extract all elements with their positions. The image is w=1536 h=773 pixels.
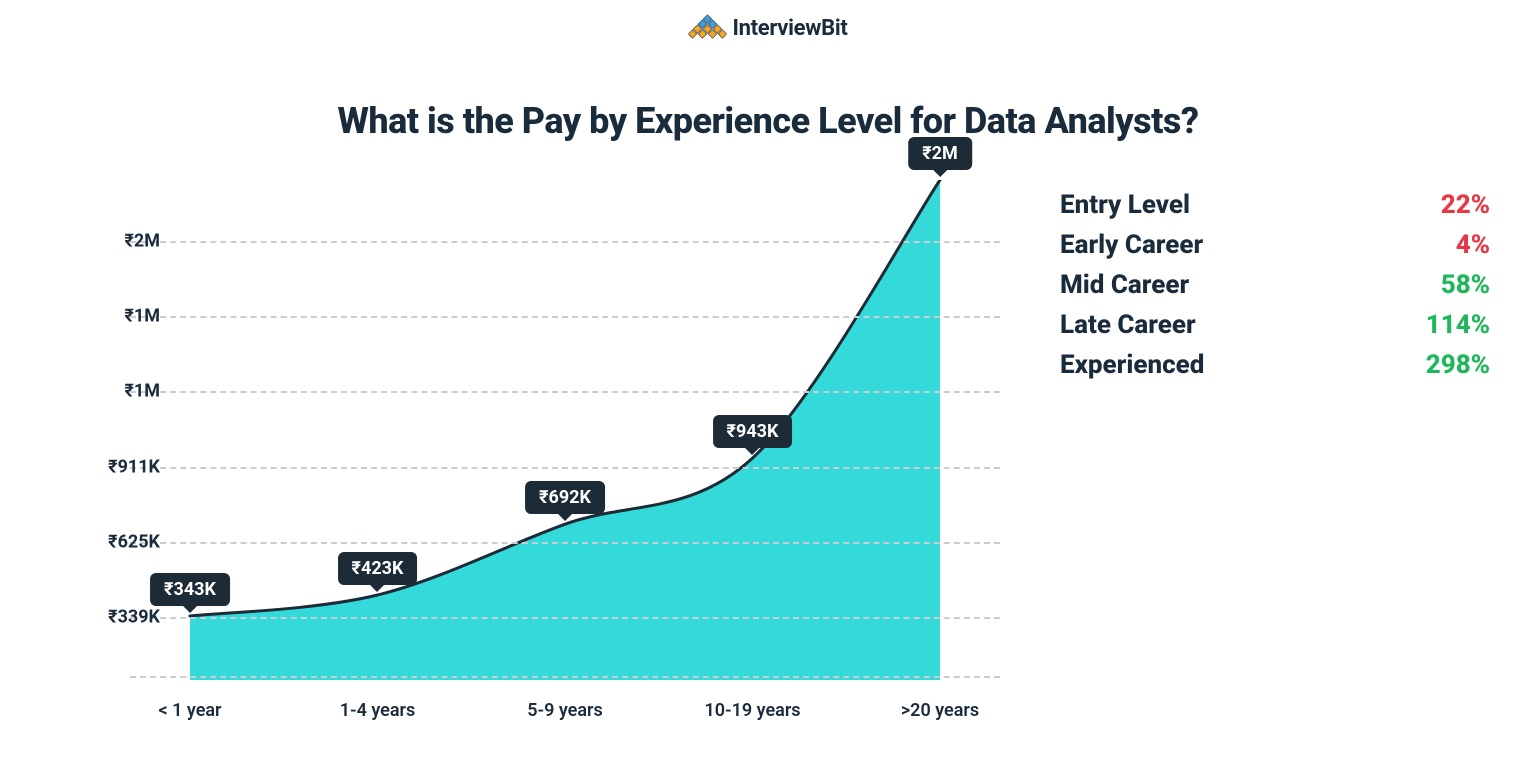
data-point-label: ₹423K bbox=[338, 552, 418, 585]
brand-logo: InterviewBit bbox=[688, 14, 847, 42]
y-axis-label: ₹1M bbox=[80, 381, 160, 402]
grid-line bbox=[130, 467, 1000, 469]
grid-line bbox=[130, 241, 1000, 243]
grid-line bbox=[130, 617, 1000, 619]
legend-row: Experienced 298% bbox=[1060, 350, 1490, 380]
brand-logo-mark-icon bbox=[688, 14, 726, 42]
legend-value: 22% bbox=[1441, 190, 1490, 220]
legend-label: Early Career bbox=[1060, 230, 1203, 260]
x-axis-label: < 1 year bbox=[158, 700, 221, 721]
data-point-label: ₹343K bbox=[150, 573, 230, 606]
brand-logo-text: InterviewBit bbox=[732, 16, 847, 41]
chart-plot-area: ₹343K₹423K₹692K₹943K₹2M bbox=[130, 180, 1000, 680]
y-axis-label: ₹911K bbox=[80, 456, 160, 477]
y-axis-label: ₹1M bbox=[80, 306, 160, 327]
data-point-label: ₹2M bbox=[908, 137, 972, 170]
y-axis-label: ₹2M bbox=[80, 230, 160, 251]
grid-line bbox=[130, 542, 1000, 544]
legend-value: 58% bbox=[1441, 270, 1490, 300]
grid-line bbox=[130, 391, 1000, 393]
salary-chart: ₹343K ₹423K ₹692K ₹943K ₹2M ₹339K ₹625K ₹911K ₹… bbox=[40, 180, 1040, 740]
legend-label: Late Career bbox=[1060, 310, 1196, 340]
x-axis-label: 10-19 years bbox=[704, 700, 800, 721]
grid-line bbox=[130, 676, 1000, 678]
y-axis-label: ₹625K bbox=[80, 531, 160, 552]
grid-line bbox=[130, 316, 1000, 318]
legend-value: 4% bbox=[1456, 230, 1490, 260]
legend-row: Mid Career 58% bbox=[1060, 270, 1490, 300]
legend-value: 114% bbox=[1426, 310, 1490, 340]
x-axis-label: >20 years bbox=[901, 700, 979, 721]
growth-legend: Entry Level 22% Early Career 4% Mid Career 58… bbox=[1060, 190, 1490, 390]
legend-value: 298% bbox=[1426, 350, 1490, 380]
legend-label: Experienced bbox=[1060, 350, 1204, 380]
y-axis-label: ₹339K bbox=[80, 607, 160, 628]
x-axis-label: 1-4 years bbox=[340, 700, 416, 721]
data-point-label: ₹692K bbox=[525, 481, 605, 514]
legend-label: Mid Career bbox=[1060, 270, 1189, 300]
legend-row: Entry Level 22% bbox=[1060, 190, 1490, 220]
legend-label: Entry Level bbox=[1060, 190, 1190, 220]
chart-title: What is the Pay by Experience Level for … bbox=[337, 100, 1198, 142]
legend-row: Early Career 4% bbox=[1060, 230, 1490, 260]
x-axis-label: 5-9 years bbox=[527, 700, 603, 721]
data-point-label: ₹943K bbox=[713, 415, 793, 448]
legend-row: Late Career 114% bbox=[1060, 310, 1490, 340]
area-fill bbox=[130, 180, 1000, 680]
